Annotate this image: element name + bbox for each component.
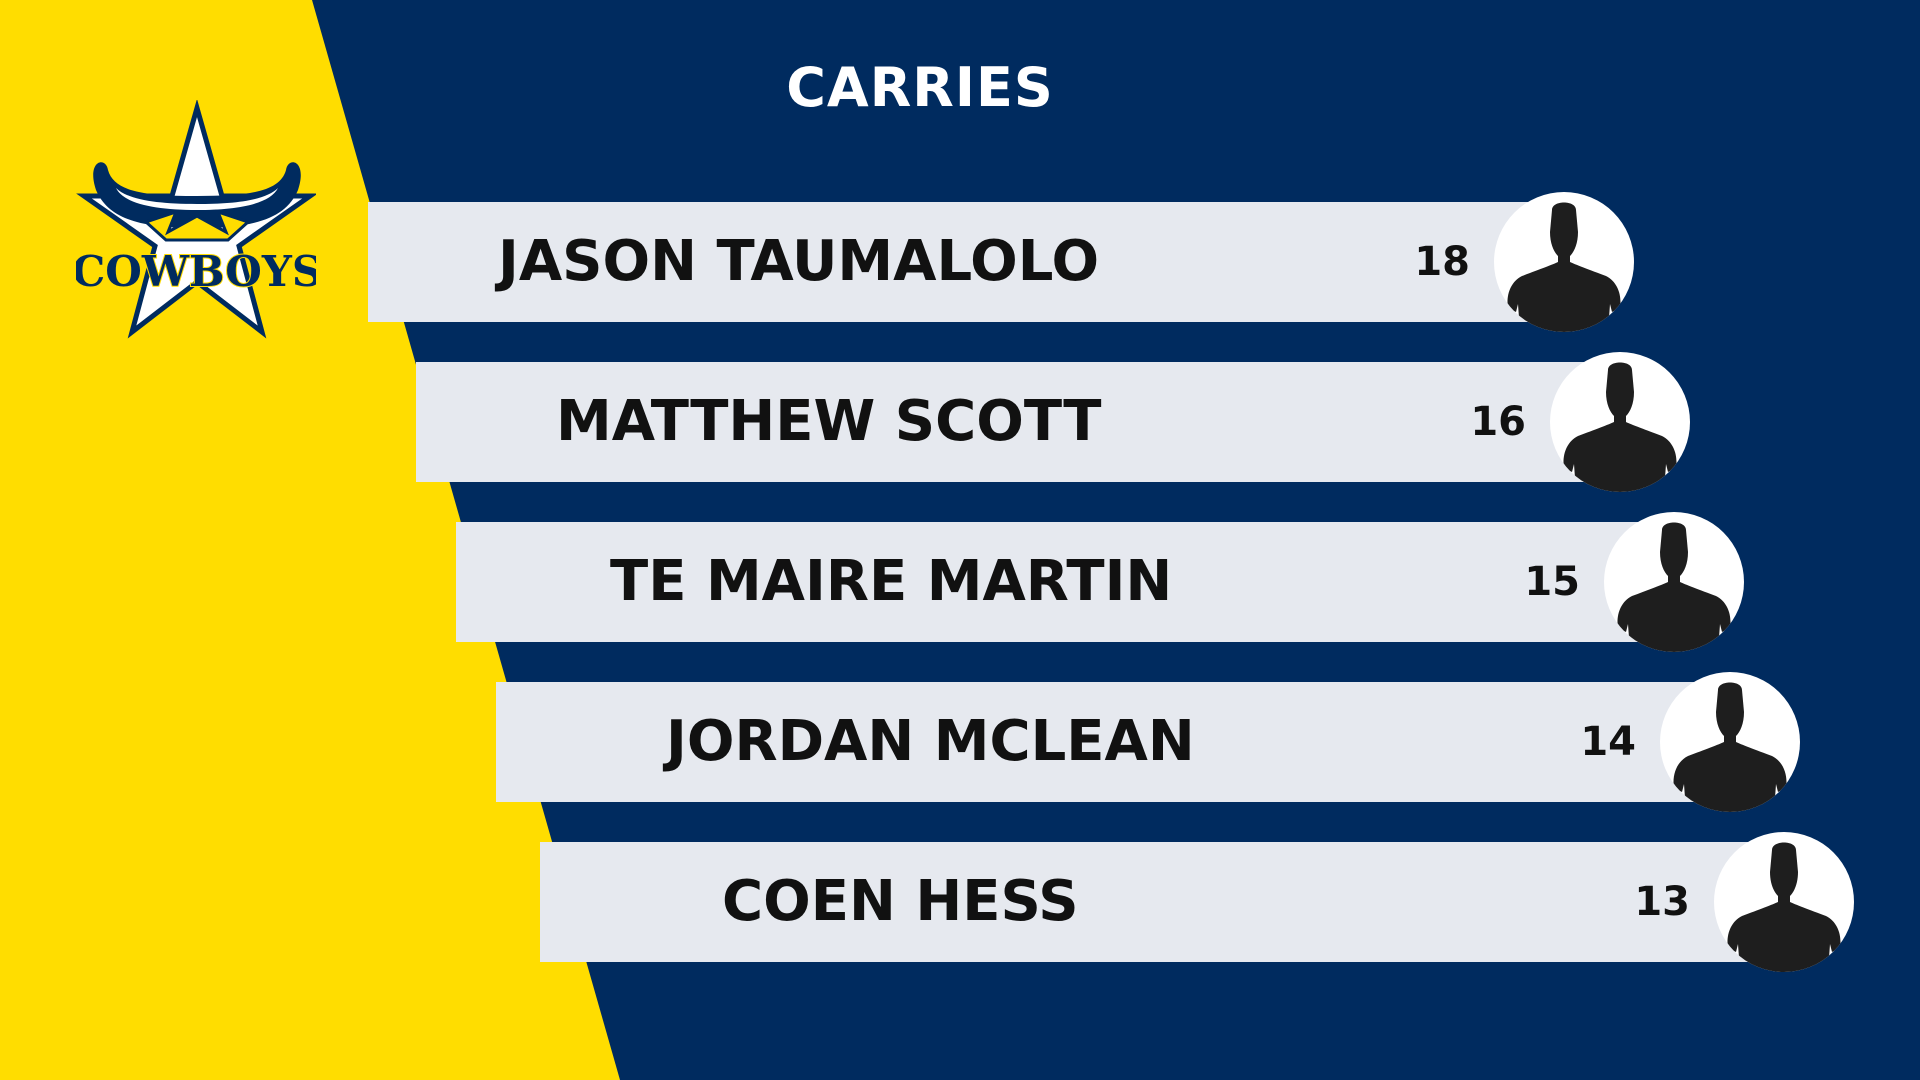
player-bar: MATTHEW SCOTT 16 — [416, 362, 1590, 482]
page-title: CARRIES — [786, 56, 1054, 119]
player-name: TE MAIRE MARTIN — [610, 549, 1173, 614]
player-bar: JASON TAUMALOLO 18 — [368, 202, 1534, 322]
cowboys-logo: COWBOYS — [76, 100, 316, 339]
player-silhouette-icon — [1660, 672, 1800, 812]
bull-horns-icon — [93, 162, 301, 228]
player-bar: JORDAN MCLEAN 14 — [496, 682, 1700, 802]
player-value: 15 — [1524, 559, 1580, 605]
lightning-icon — [143, 209, 251, 242]
player-silhouette-icon — [1604, 512, 1744, 652]
player-name: JORDAN MCLEAN — [666, 709, 1195, 774]
player-bar: TE MAIRE MARTIN 15 — [456, 522, 1644, 642]
player-value: 14 — [1580, 719, 1636, 765]
player-value: 16 — [1470, 399, 1526, 445]
player-bar: COEN HESS 13 — [540, 842, 1754, 962]
player-value: 13 — [1634, 879, 1690, 925]
player-silhouette-icon — [1494, 192, 1634, 332]
player-value: 18 — [1414, 239, 1470, 285]
logo-wordmark: COWBOYS — [76, 247, 316, 296]
player-silhouette-icon — [1550, 352, 1690, 492]
player-name: COEN HESS — [722, 869, 1079, 934]
player-name: MATTHEW SCOTT — [556, 389, 1102, 454]
player-silhouette-icon — [1714, 832, 1854, 972]
player-name: JASON TAUMALOLO — [498, 229, 1100, 294]
